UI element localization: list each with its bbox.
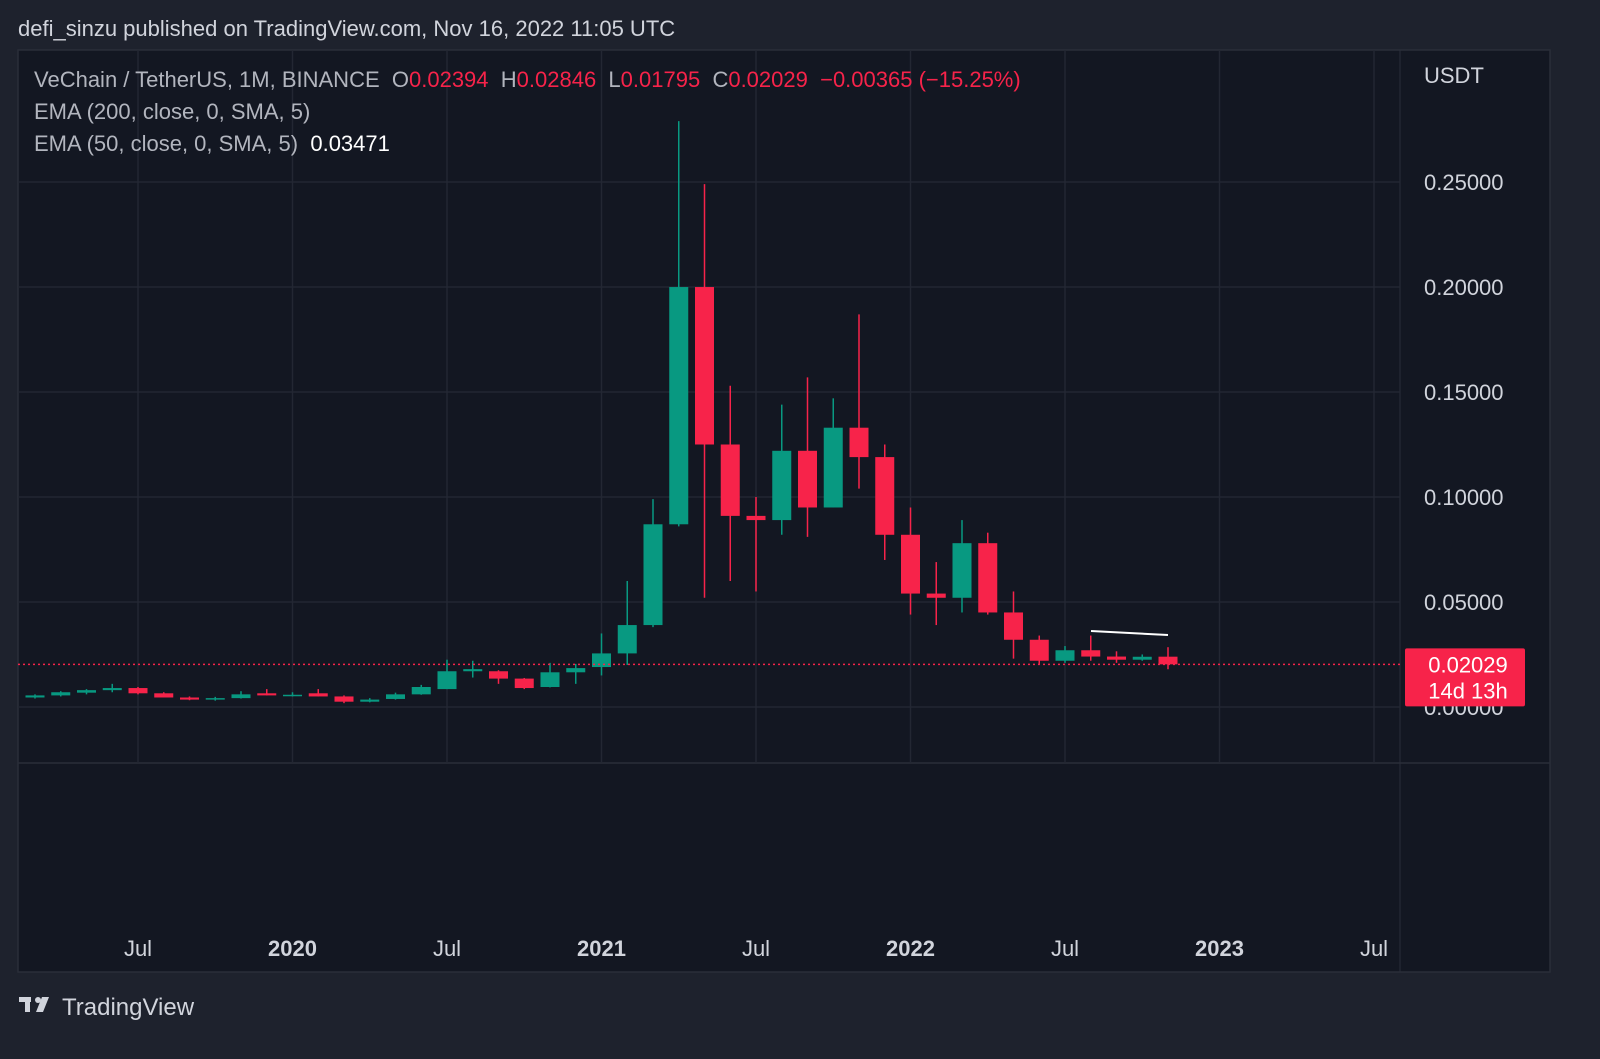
- candle-body: [514, 678, 534, 689]
- candle-body: [1158, 656, 1178, 665]
- brand: TradingView: [62, 994, 195, 1021]
- candle-body: [720, 444, 740, 516]
- x-tick-label: 2021: [577, 936, 626, 961]
- ohlc-letter: C: [712, 67, 729, 92]
- candle-body: [231, 694, 251, 699]
- axis-labels: 0.000000.050000.100000.150000.200000.250…: [124, 170, 1525, 961]
- x-tick-label: Jul: [1051, 936, 1079, 961]
- indicator: EMA (200, close, 0, SMA, 5): [34, 99, 310, 125]
- candle-body: [308, 693, 328, 697]
- x-tick-label: 2020: [268, 936, 317, 961]
- candle-body: [978, 543, 998, 613]
- indicator-value: 0.03471: [310, 131, 390, 156]
- candle-body: [360, 699, 380, 702]
- candle-body: [746, 515, 766, 521]
- last-price-badge: [1405, 648, 1525, 707]
- candle-body: [901, 534, 920, 594]
- candle-body: [849, 427, 869, 458]
- candle-body: [1132, 656, 1152, 660]
- last-price-label: 0.02029: [1428, 652, 1508, 677]
- candle-body: [283, 694, 302, 697]
- candle-body: [592, 653, 611, 668]
- x-tick-label: Jul: [742, 936, 770, 961]
- candle-body: [128, 688, 148, 694]
- ohlc-letter: O: [391, 67, 409, 92]
- candle-body: [772, 450, 792, 521]
- candle-body: [102, 688, 122, 691]
- low-value: 0.01795: [620, 67, 701, 92]
- candle-body: [25, 695, 45, 698]
- y-tick-label: 0.15000: [1424, 380, 1504, 405]
- trend-line: [1090, 630, 1169, 636]
- indicator: EMA (50, close, 0, SMA, 5) 0.03471: [34, 131, 390, 157]
- candle-body: [257, 693, 277, 696]
- candle-body: [952, 543, 972, 598]
- candle-body: [154, 693, 174, 698]
- candle-body: [51, 692, 71, 696]
- y-tick-label: 0.05000: [1424, 590, 1504, 615]
- candle-body: [386, 694, 405, 699]
- candle-body: [334, 696, 354, 702]
- symbol: VeChain / TetherUS, 1M, BINANCE: [34, 67, 380, 92]
- candle-body: [411, 686, 431, 695]
- x-tick-label: Jul: [124, 936, 152, 961]
- candle-body: [1004, 612, 1023, 640]
- candle-body: [1029, 639, 1049, 661]
- legend-row: VeChain / TetherUS, 1M, BINANCE O0.02394…: [34, 67, 1021, 93]
- x-tick-label: Jul: [433, 936, 461, 961]
- x-tick-label: 2022: [886, 936, 935, 961]
- candle-body: [437, 671, 457, 690]
- published-line: defi_sinzu published on TradingView.com,…: [18, 16, 676, 41]
- candle-body: [180, 697, 199, 700]
- candle-body: [77, 690, 96, 693]
- candle-body: [695, 287, 714, 445]
- candle-body: [1055, 650, 1075, 661]
- candle-body: [823, 427, 843, 508]
- indicator-name: EMA (50, close, 0, SMA, 5): [34, 131, 299, 156]
- open-value: 0.02394: [409, 67, 489, 92]
- brand-logo: [19, 997, 49, 1012]
- candles: [18, 121, 1400, 704]
- countdown: 14d 13h: [1428, 678, 1508, 703]
- high-value: 0.02846: [516, 67, 597, 92]
- candle-body: [566, 668, 586, 673]
- ohlc-letter: H: [500, 67, 517, 92]
- currency: USDT: [1424, 63, 1484, 88]
- candle-body: [643, 524, 663, 626]
- candle-body: [1081, 650, 1101, 657]
- candle-body: [489, 671, 508, 679]
- x-tick-label: Jul: [1360, 936, 1388, 961]
- candle-body: [463, 669, 483, 672]
- candle-body: [1107, 656, 1126, 660]
- candle-body: [669, 287, 689, 525]
- ohlc-letter: L: [608, 67, 621, 92]
- x-tick-label: 2023: [1195, 936, 1244, 961]
- change: −0.00365 (−15.25%): [820, 67, 1021, 92]
- candle-body: [617, 625, 637, 654]
- y-tick-label: 0.25000: [1424, 170, 1504, 195]
- close-value: 0.02029: [728, 67, 808, 92]
- candle-body: [205, 698, 225, 700]
- indicator-name: EMA (200, close, 0, SMA, 5): [34, 99, 311, 124]
- candle-body: [926, 593, 946, 598]
- candle-body: [540, 672, 560, 687]
- y-tick-label: 0.10000: [1424, 485, 1504, 510]
- candle-body: [875, 457, 895, 535]
- y-tick-label: 0.20000: [1424, 275, 1504, 300]
- candle-body: [798, 450, 817, 508]
